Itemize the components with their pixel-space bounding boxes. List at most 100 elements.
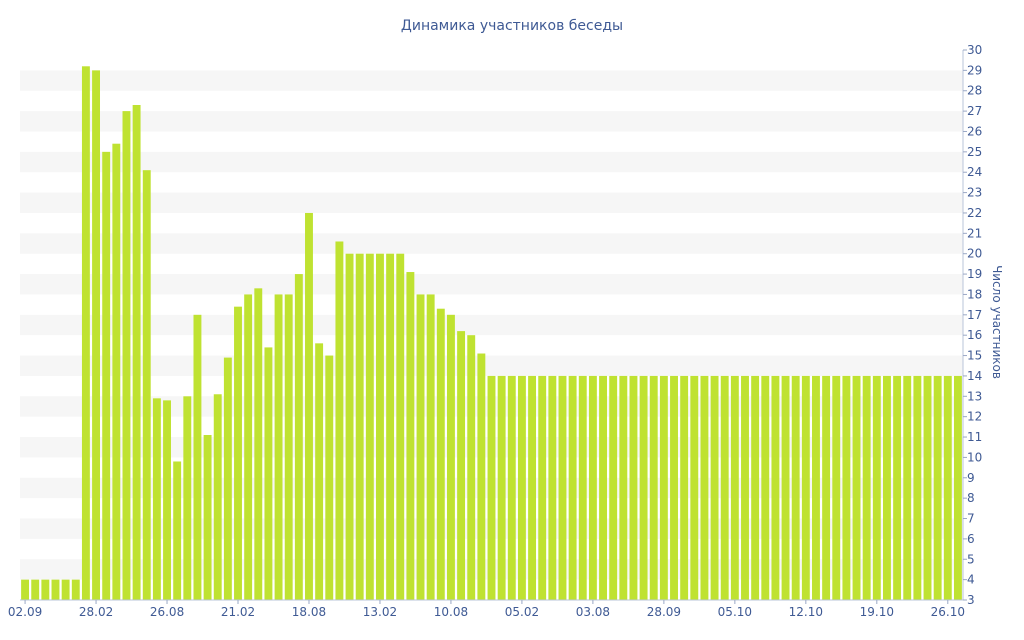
- x-tick-label: 03.08: [576, 605, 610, 619]
- bar: [436, 308, 445, 600]
- bar: [842, 375, 851, 600]
- bar: [893, 375, 902, 600]
- grid-band: [20, 233, 963, 254]
- y-axis-label: Число участников: [990, 265, 1004, 379]
- x-tick-label: 28.02: [79, 605, 113, 619]
- bar: [406, 272, 415, 600]
- bar: [507, 375, 516, 600]
- bar: [71, 579, 80, 600]
- x-tick-label: 26.08: [150, 605, 184, 619]
- bar: [659, 375, 668, 600]
- bar: [173, 461, 182, 600]
- y-tick-label: 24: [967, 165, 982, 179]
- grid-band: [20, 111, 963, 132]
- bar: [416, 294, 425, 600]
- bar: [649, 375, 658, 600]
- x-tick-label: 02.09: [8, 605, 42, 619]
- bar: [163, 400, 171, 600]
- bar: [741, 375, 749, 600]
- bar: [294, 274, 303, 600]
- bar: [31, 579, 40, 600]
- bar: [244, 294, 253, 600]
- bar: [619, 375, 628, 600]
- y-tick-label: 19: [967, 267, 982, 281]
- bar: [21, 579, 30, 600]
- grid-band: [20, 70, 963, 91]
- bar: [832, 375, 841, 600]
- y-tick-label: 13: [967, 389, 982, 403]
- bar: [477, 353, 486, 600]
- bar: [284, 294, 293, 600]
- bar: [345, 253, 354, 600]
- bar: [599, 375, 607, 600]
- y-tick-label: 3: [967, 593, 975, 607]
- bar: [193, 314, 202, 600]
- x-tick-label: 05.10: [718, 605, 752, 619]
- bar: [609, 375, 618, 600]
- bar: [690, 375, 699, 600]
- bar: [446, 314, 455, 600]
- y-tick-label: 30: [967, 43, 982, 57]
- bar: [812, 375, 820, 600]
- bar: [274, 294, 283, 600]
- y-axis-ticks: 3 4 5 6 7 8 9 10 11 12 13 14 15 16 17 18 19 20 21 22 23 24 25 2…: [963, 43, 982, 607]
- bar: [264, 347, 273, 600]
- bar: [781, 375, 790, 600]
- bar: [365, 253, 374, 600]
- bar: [761, 375, 770, 600]
- bar: [497, 375, 506, 600]
- bar: [203, 435, 212, 600]
- bar: [376, 253, 384, 600]
- bar: [953, 375, 962, 600]
- bar: [426, 294, 435, 600]
- y-tick-label: 6: [967, 532, 975, 546]
- bar: [568, 375, 577, 600]
- bars: [21, 66, 962, 601]
- bar: [254, 288, 263, 600]
- x-tick-label: 26.10: [931, 605, 965, 619]
- y-tick-label: 26: [967, 124, 982, 138]
- grid-band: [20, 314, 963, 336]
- x-tick-label: 21.02: [221, 605, 255, 619]
- y-tick-label: 4: [967, 573, 975, 587]
- bar: [801, 375, 810, 600]
- y-tick-label: 29: [967, 63, 982, 77]
- bar: [791, 375, 800, 600]
- bar: [305, 212, 313, 601]
- bar: [771, 375, 780, 600]
- bar: [700, 375, 709, 600]
- bar: [41, 579, 50, 600]
- bar: [122, 111, 131, 600]
- bar: [355, 253, 364, 600]
- bar: [558, 375, 567, 600]
- x-axis-ticks: 02.09 28.02 26.08 21.02 18.08 13.02 10.08 05.02…: [8, 600, 965, 619]
- y-tick-label: 10: [967, 450, 982, 464]
- bar: [751, 375, 760, 600]
- y-tick-label: 9: [967, 471, 975, 485]
- grid-band: [20, 355, 963, 376]
- x-tick-label: 12.10: [789, 605, 823, 619]
- bar: [872, 375, 881, 600]
- bar: [223, 357, 232, 600]
- x-tick-label: 13.02: [363, 605, 397, 619]
- y-tick-label: 14: [967, 369, 982, 383]
- bar: [862, 375, 871, 600]
- bar: [81, 66, 90, 601]
- y-tick-label: 5: [967, 552, 975, 566]
- y-tick-label: 12: [967, 410, 982, 424]
- y-tick-label: 28: [967, 84, 982, 98]
- bar: [315, 343, 324, 600]
- bar: [629, 375, 638, 600]
- y-tick-label: 25: [967, 145, 982, 159]
- y-tick-label: 11: [967, 430, 982, 444]
- grid-band: [20, 274, 963, 295]
- grid-band: [20, 192, 963, 213]
- y-tick-label: 18: [967, 287, 982, 301]
- y-tick-label: 27: [967, 104, 982, 118]
- bar: [710, 375, 719, 600]
- bar: [517, 375, 526, 600]
- bar: [639, 375, 648, 600]
- bar: [548, 375, 557, 600]
- bar: [943, 375, 952, 600]
